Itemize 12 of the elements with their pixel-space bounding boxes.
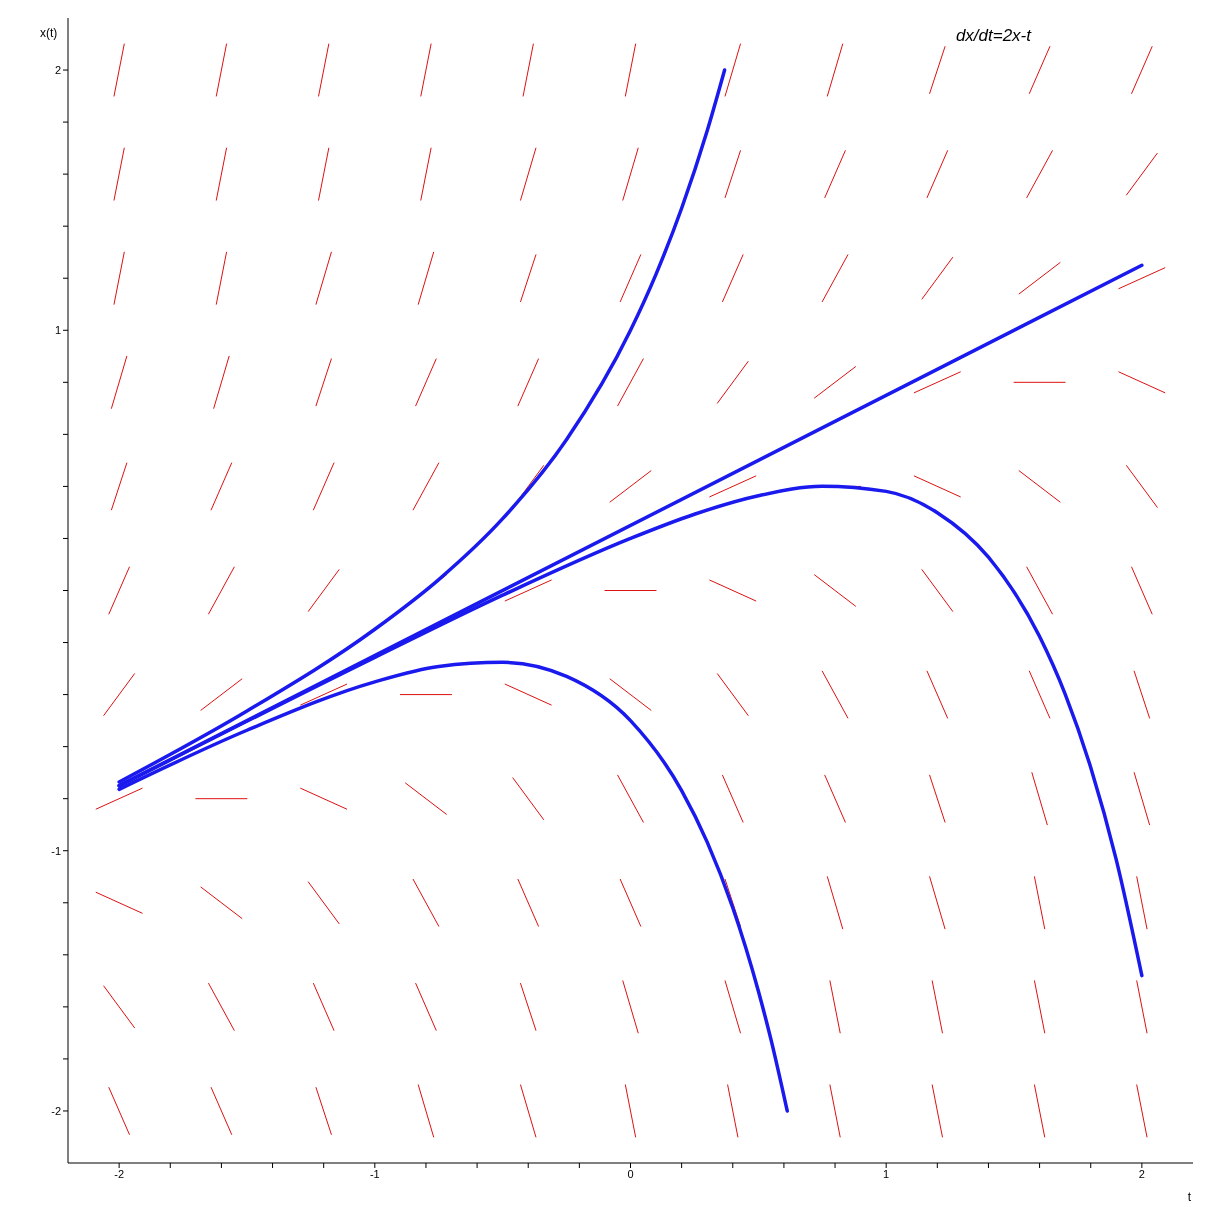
x-tick-label: -2 (114, 1167, 125, 1180)
y-tick-label: -2 (51, 1104, 61, 1117)
y-tick-label: 1 (54, 324, 61, 337)
y-tick-label: -1 (51, 844, 61, 857)
y-tick-label: 2 (54, 63, 61, 76)
x-tick-label: 2 (1138, 1167, 1145, 1180)
y-axis-title: x(t) (40, 25, 58, 40)
x-tick-label: 1 (883, 1167, 890, 1180)
x-axis-title: t (1187, 1190, 1192, 1204)
text: dx/dt=2x-t (953, 26, 1033, 46)
x-tick-label: -1 (369, 1167, 380, 1180)
x-tick-label: 0 (627, 1167, 634, 1180)
